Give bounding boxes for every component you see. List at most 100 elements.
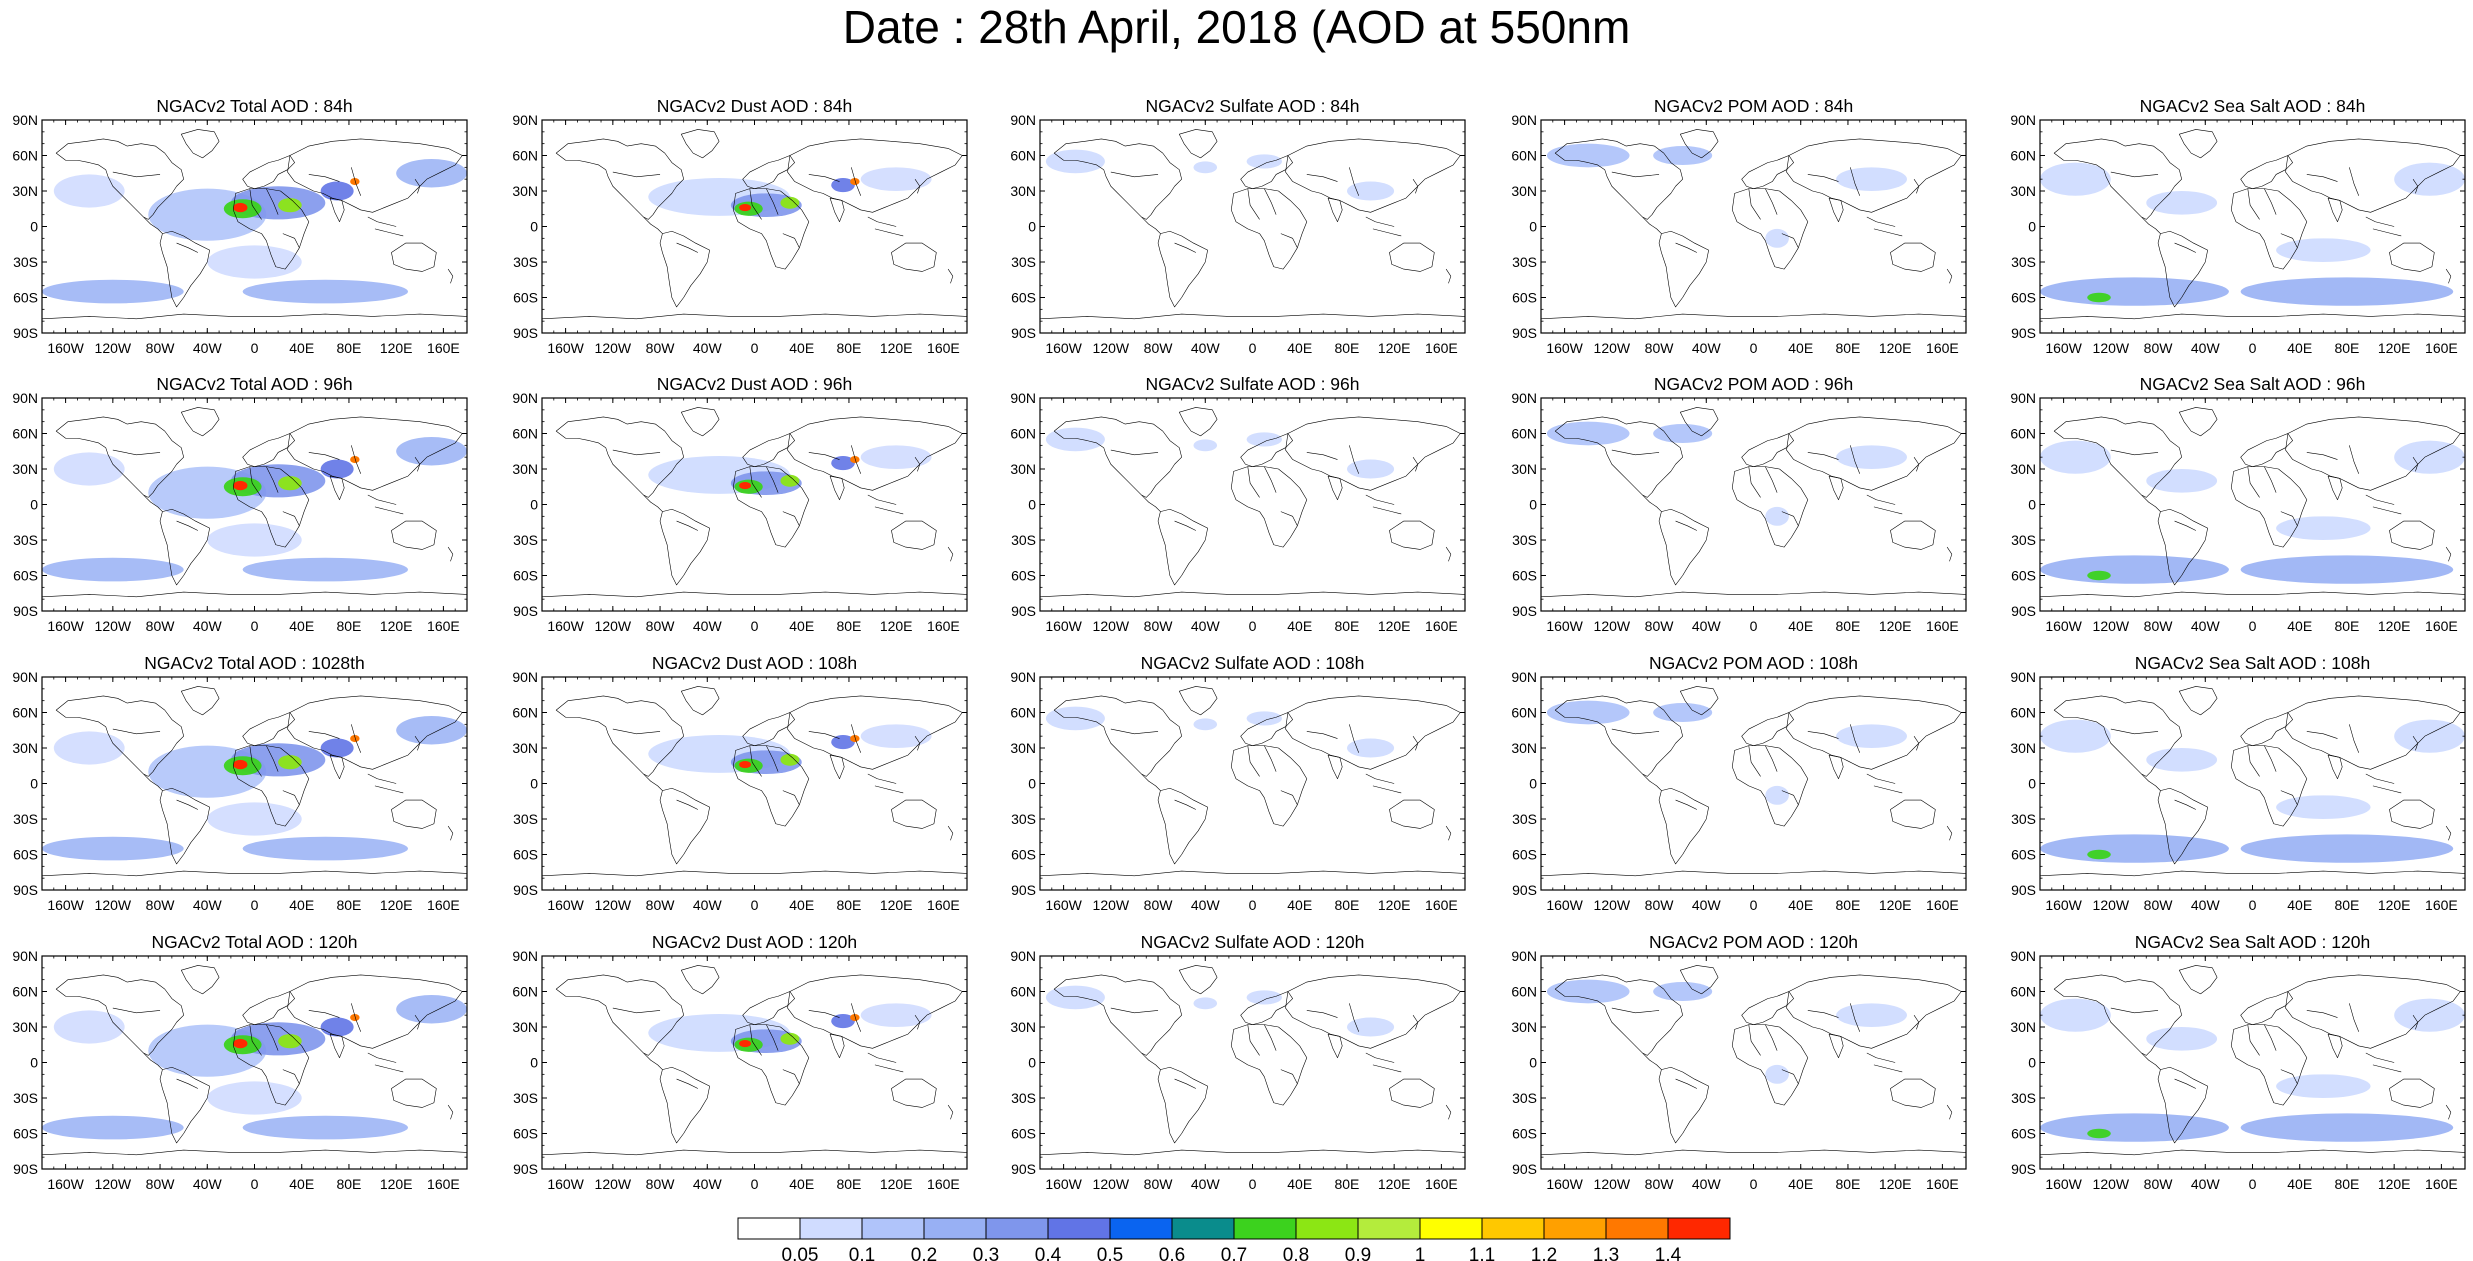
- aod-blob: [2240, 277, 2454, 306]
- lat-label: 30S: [1512, 532, 1537, 548]
- lat-label: 90N: [512, 669, 538, 685]
- lon-label: 160E: [2425, 618, 2458, 634]
- lon-label: 120W: [595, 897, 632, 913]
- aod-blob: [320, 459, 354, 479]
- aod-blob: [831, 734, 855, 750]
- lon-label: 0: [2249, 340, 2257, 356]
- lat-label: 90N: [1010, 948, 1036, 964]
- lon-label: 40W: [193, 897, 223, 913]
- lon-label: 160E: [2425, 1176, 2458, 1192]
- colorbar-label: 0.1: [849, 1245, 875, 1261]
- lon-label: 80W: [146, 340, 176, 356]
- lat-label: 60S: [1512, 847, 1537, 863]
- map-panel: NGACv2 Total AOD : 1028th 90N 60N 30N 0 30S 60…: [12, 653, 468, 913]
- lon-label: 80W: [2144, 340, 2174, 356]
- lon-label: 160W: [1045, 897, 1082, 913]
- lon-label: 120W: [595, 340, 632, 356]
- lat-label: 90S: [13, 603, 38, 619]
- panel-title: NGACv2 Total AOD : 84h: [156, 96, 352, 116]
- lat-label: 60S: [1011, 290, 1036, 306]
- lon-label: 80E: [2334, 340, 2359, 356]
- lon-label: 80W: [146, 618, 176, 634]
- aod-shading: [1040, 407, 1465, 598]
- aod-blob: [831, 1013, 855, 1029]
- lon-label: 160E: [427, 1176, 460, 1192]
- lon-label: 40E: [1287, 340, 1312, 356]
- map-panel: NGACv2 Sulfate AOD : 108h 90N 60N 30N 0 30S 60…: [1010, 653, 1466, 913]
- lat-label: 90N: [1010, 390, 1036, 406]
- figure-title: Date : 28th April, 2018 (AOD at 550nm: [842, 1, 1631, 53]
- aod-blob: [233, 759, 248, 770]
- aod-blob: [242, 557, 408, 582]
- lon-label: 160W: [47, 897, 84, 913]
- lon-label: 80W: [1144, 1176, 1174, 1192]
- lat-label: 0: [1028, 497, 1036, 513]
- aod-blob: [278, 755, 302, 770]
- lat-label: 30S: [1011, 811, 1036, 827]
- lon-label: 40W: [1692, 618, 1722, 634]
- lat-label: 0: [1028, 1055, 1036, 1071]
- aod-blob: [396, 159, 467, 188]
- lat-label: 90S: [2011, 325, 2036, 341]
- lat-label: 30S: [2011, 1090, 2036, 1106]
- lat-label: 30S: [513, 254, 538, 270]
- aod-blob: [2040, 998, 2111, 1032]
- lat-label: 30N: [512, 183, 538, 199]
- lat-label: 0: [1028, 219, 1036, 235]
- lat-label: 60S: [2011, 568, 2036, 584]
- lat-label: 0: [530, 219, 538, 235]
- aod-blob: [780, 753, 800, 766]
- lat-label: 60N: [2010, 984, 2036, 1000]
- lon-label: 0: [251, 1176, 259, 1192]
- aod-blob: [207, 1081, 302, 1115]
- lat-label: 90N: [12, 112, 38, 128]
- colorbar-swatch: [923, 1217, 987, 1240]
- aod-shading: [42, 129, 467, 320]
- lat-label: 90N: [12, 390, 38, 406]
- lon-label: 80W: [646, 618, 676, 634]
- lon-label: 120E: [1378, 340, 1411, 356]
- lon-label: 80W: [1144, 340, 1174, 356]
- panel-title: NGACv2 Dust AOD : 96h: [657, 374, 853, 394]
- lat-label: 60S: [513, 1126, 538, 1142]
- lat-label: 90N: [2010, 390, 2036, 406]
- lat-label: 30S: [13, 1090, 38, 1106]
- colorbar-swatch: [1667, 1217, 1731, 1240]
- aod-blob: [42, 1115, 184, 1140]
- lat-label: 60N: [2010, 705, 2036, 721]
- aod-blob: [2040, 719, 2111, 753]
- lon-label: 160W: [547, 340, 584, 356]
- lon-label: 0: [251, 618, 259, 634]
- lon-label: 160W: [47, 1176, 84, 1192]
- aod-blob: [2087, 1128, 2111, 1139]
- lat-label: 30N: [512, 1019, 538, 1035]
- map-background: [542, 677, 967, 890]
- map-background: [1040, 120, 1465, 333]
- aod-blob: [1546, 979, 1630, 1004]
- lon-label: 0: [751, 340, 759, 356]
- lat-label: 90S: [1011, 325, 1036, 341]
- panel-title: NGACv2 Dust AOD : 108h: [652, 653, 857, 673]
- aod-blob: [739, 204, 751, 212]
- lat-label: 60N: [1010, 984, 1036, 1000]
- aod-blob: [42, 836, 184, 861]
- lon-label: 40W: [1191, 618, 1221, 634]
- colorbar-swatch: [1605, 1217, 1669, 1240]
- lon-label: 120E: [880, 1176, 913, 1192]
- lon-label: 120W: [1594, 340, 1631, 356]
- lon-label: 160E: [1926, 897, 1959, 913]
- lon-label: 80E: [1334, 618, 1359, 634]
- lat-label: 60S: [1512, 1126, 1537, 1142]
- lat-label: 90S: [513, 603, 538, 619]
- aod-blob: [350, 734, 360, 743]
- lat-label: 30S: [1512, 1090, 1537, 1106]
- colorbar-label: 1.1: [1469, 1245, 1495, 1261]
- lon-label: 80W: [2144, 618, 2174, 634]
- lat-label: 90S: [2011, 1161, 2036, 1177]
- lat-label: 0: [530, 497, 538, 513]
- lon-label: 40E: [1287, 897, 1312, 913]
- aod-blob: [739, 1040, 751, 1048]
- aod-shading: [542, 129, 967, 320]
- aod-blob: [1653, 424, 1713, 443]
- aod-blob: [1045, 427, 1105, 452]
